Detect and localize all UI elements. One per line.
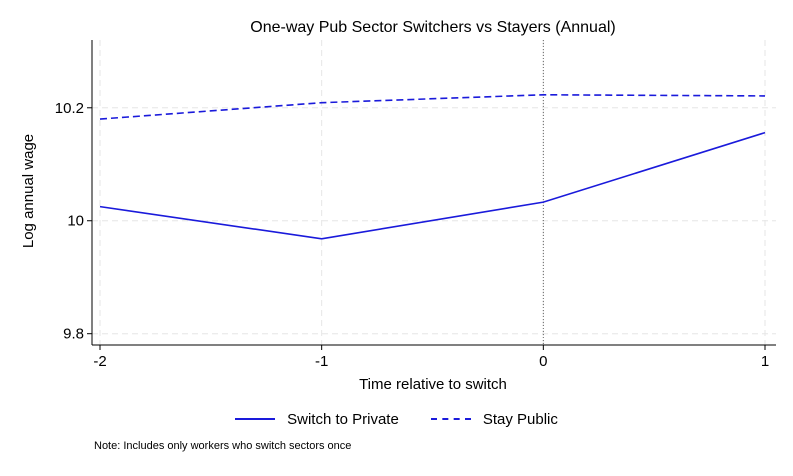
y-axis-label: Log annual wage xyxy=(20,134,37,248)
legend-label: Switch to Private xyxy=(287,410,399,428)
series-lines xyxy=(99,93,766,240)
x-tick-label: -1 xyxy=(315,353,328,370)
legend: Switch to Private Stay Public xyxy=(0,404,793,434)
series-line-switch-to-private xyxy=(99,131,766,240)
axis-ticks: 9.8 10 10.2 -2 -1 0 1 xyxy=(55,100,769,370)
legend-swatch-dashed xyxy=(430,418,471,420)
legend-swatch-solid xyxy=(235,418,276,420)
gridlines xyxy=(92,40,776,345)
series-line-stay-public xyxy=(99,93,766,120)
x-tick-label: 1 xyxy=(761,353,769,370)
x-tick-label: -2 xyxy=(93,353,106,370)
legend-item-stay-public: Stay Public xyxy=(430,410,558,428)
chart-note: Note: Includes only workers who switch s… xyxy=(94,440,352,452)
legend-label: Stay Public xyxy=(482,410,558,428)
chart: 9.8 10 10.2 -2 -1 0 1 One-way Pub Sector Switc… xyxy=(20,19,776,393)
legend-item-switch-to-private: Switch to Private xyxy=(235,411,399,428)
y-tick-label: 10 xyxy=(67,213,84,230)
y-tick-label: 9.8 xyxy=(63,326,84,343)
chart-title: One-way Pub Sector Switchers vs Stayers … xyxy=(250,19,615,36)
y-tick-label: 10.2 xyxy=(55,100,84,117)
x-tick-label: 0 xyxy=(539,353,547,370)
x-axis-label: Time relative to switch xyxy=(359,376,507,393)
